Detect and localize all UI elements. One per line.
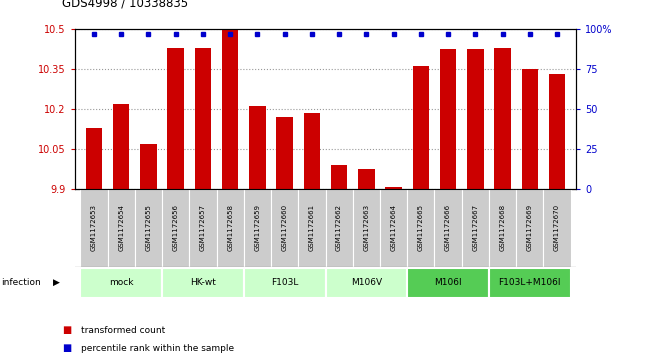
Text: GSM1172655: GSM1172655 <box>145 204 152 251</box>
Bar <box>243 189 271 267</box>
Bar <box>358 169 374 189</box>
Text: GSM1172658: GSM1172658 <box>227 204 233 251</box>
Bar <box>298 189 326 267</box>
Text: HK-wt: HK-wt <box>190 278 216 287</box>
Text: transformed count: transformed count <box>81 326 165 335</box>
Text: GSM1172656: GSM1172656 <box>173 204 178 251</box>
Bar <box>408 189 434 267</box>
Bar <box>217 189 243 267</box>
Bar <box>434 189 462 267</box>
Text: GSM1172663: GSM1172663 <box>363 204 369 251</box>
Bar <box>408 269 489 298</box>
Text: GSM1172659: GSM1172659 <box>255 204 260 251</box>
Bar <box>271 189 298 267</box>
Bar <box>249 106 266 189</box>
Bar <box>80 189 107 267</box>
Bar <box>516 189 544 267</box>
Text: ■: ■ <box>62 343 71 354</box>
Bar <box>167 48 184 189</box>
Text: GSM1172667: GSM1172667 <box>473 204 478 251</box>
Bar <box>489 189 516 267</box>
Bar <box>107 189 135 267</box>
Bar <box>304 113 320 189</box>
Text: GSM1172661: GSM1172661 <box>309 204 315 251</box>
Bar <box>140 143 157 189</box>
Text: GSM1172664: GSM1172664 <box>391 204 396 251</box>
Bar <box>462 189 489 267</box>
Bar <box>162 189 189 267</box>
Text: GSM1172654: GSM1172654 <box>118 204 124 251</box>
Text: GSM1172660: GSM1172660 <box>282 204 288 251</box>
Text: M106I: M106I <box>434 278 462 287</box>
Bar <box>440 49 456 189</box>
Text: mock: mock <box>109 278 133 287</box>
Bar <box>326 189 353 267</box>
Text: infection: infection <box>1 278 41 287</box>
Bar <box>489 269 571 298</box>
Text: GDS4998 / 10338835: GDS4998 / 10338835 <box>62 0 188 9</box>
Bar <box>113 103 130 189</box>
Bar <box>277 117 293 189</box>
Bar <box>135 189 162 267</box>
Text: GSM1172657: GSM1172657 <box>200 204 206 251</box>
Bar <box>467 49 484 189</box>
Text: percentile rank within the sample: percentile rank within the sample <box>81 344 234 353</box>
Text: M106V: M106V <box>351 278 382 287</box>
Text: ▶: ▶ <box>53 278 61 287</box>
Bar <box>243 269 326 298</box>
Bar <box>544 189 571 267</box>
Bar <box>80 269 162 298</box>
Bar <box>326 269 408 298</box>
Text: GSM1172665: GSM1172665 <box>418 204 424 251</box>
Text: ■: ■ <box>62 325 71 335</box>
Bar <box>380 189 408 267</box>
Bar <box>521 69 538 189</box>
Bar <box>549 74 565 189</box>
Bar <box>353 189 380 267</box>
Bar <box>331 165 347 189</box>
Bar <box>494 48 511 189</box>
Bar <box>189 189 217 267</box>
Text: F103L+M106I: F103L+M106I <box>499 278 561 287</box>
Bar <box>413 66 429 189</box>
Text: GSM1172670: GSM1172670 <box>554 204 560 251</box>
Bar <box>86 127 102 189</box>
Text: GSM1172666: GSM1172666 <box>445 204 451 251</box>
Text: F103L: F103L <box>271 278 298 287</box>
Text: GSM1172662: GSM1172662 <box>336 204 342 251</box>
Bar <box>162 269 243 298</box>
Text: GSM1172668: GSM1172668 <box>499 204 506 251</box>
Text: GSM1172669: GSM1172669 <box>527 204 533 251</box>
Bar <box>385 187 402 189</box>
Bar <box>222 30 238 189</box>
Bar <box>195 48 211 189</box>
Text: GSM1172653: GSM1172653 <box>91 204 97 251</box>
